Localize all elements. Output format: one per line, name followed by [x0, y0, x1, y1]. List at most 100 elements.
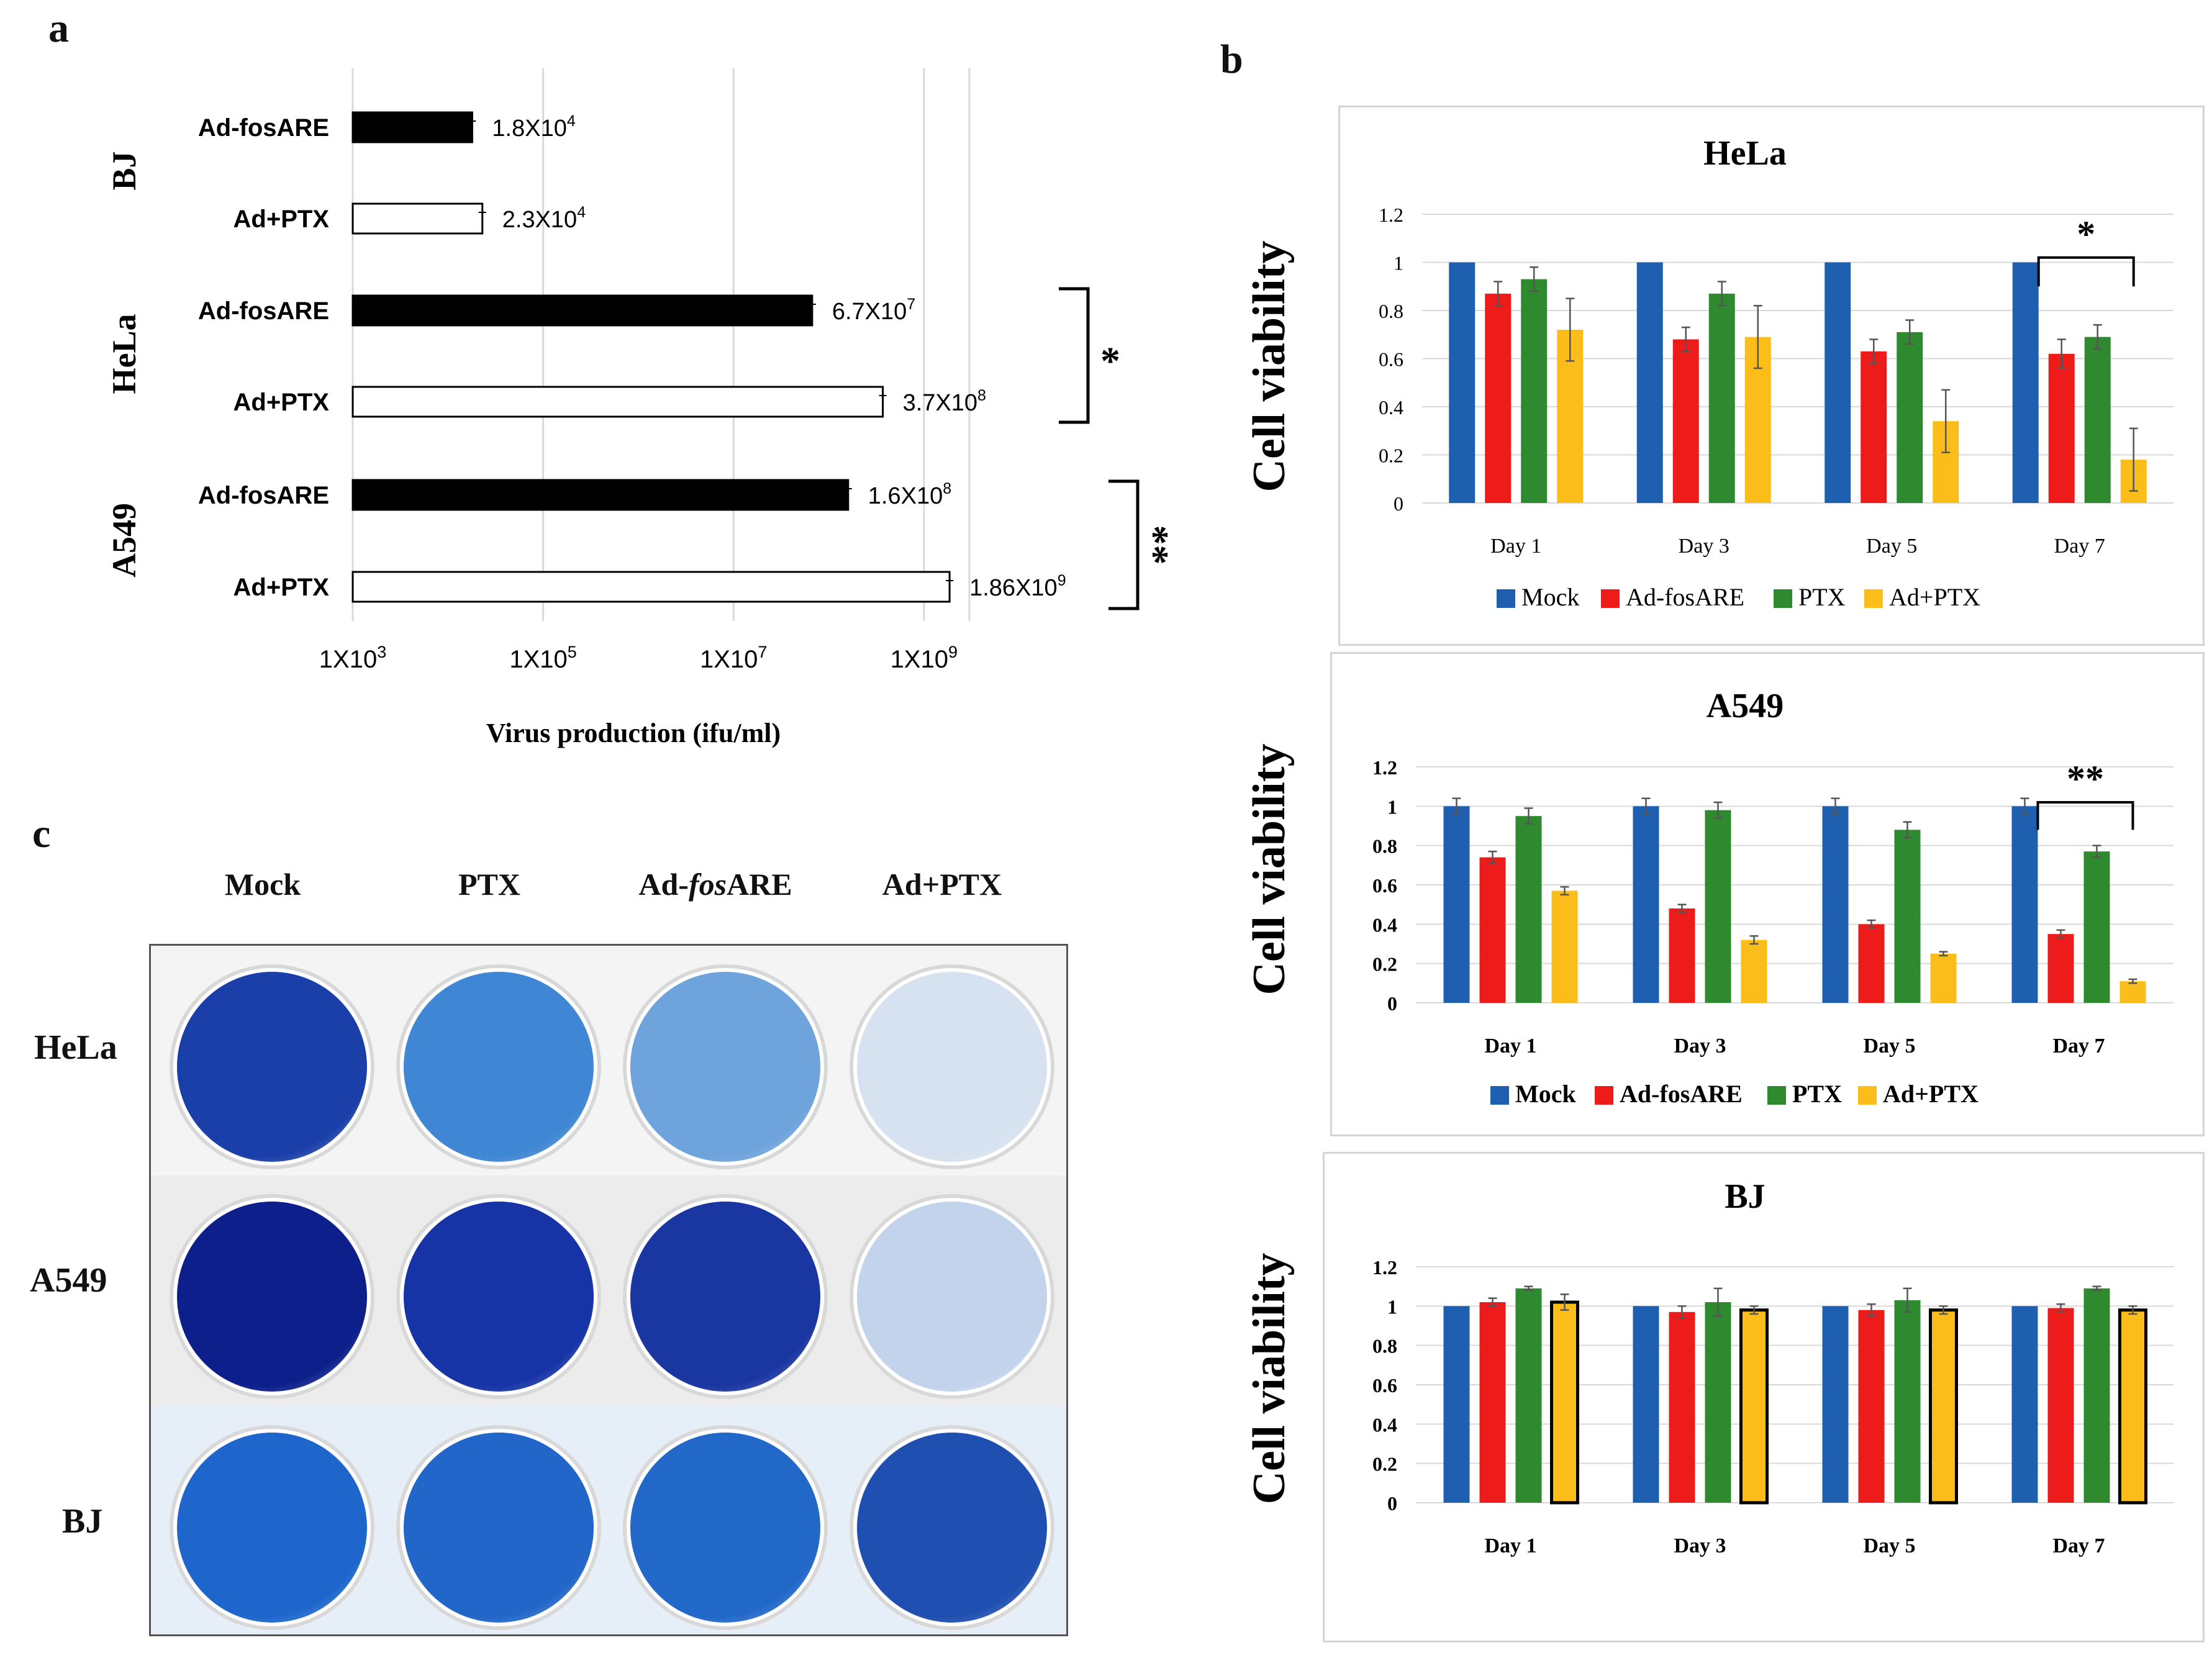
y-tick-label-5: 1 [1387, 795, 1397, 818]
bar-ad-ptx-day-1 [1550, 1300, 1579, 1505]
bar-hela-3 [351, 386, 884, 418]
y-tick-label-1: 0.2 [1372, 953, 1397, 976]
legend-swatch-3 [1858, 1086, 1877, 1105]
group-label-hela: HeLa [106, 314, 143, 394]
bar-value-base-2: 6.7X10 [832, 299, 907, 325]
significance-mark: * [2077, 214, 2095, 255]
x-tick-label-2: Day 5 [1866, 535, 1917, 558]
row-label-hela: HeLa [34, 1028, 117, 1067]
x-tick-base-1: 1X10 [509, 646, 567, 673]
bar-value-label-3: 3.7X108 [903, 387, 986, 416]
bar-ad-fosare-day-3 [1669, 1311, 1695, 1503]
bar-value-base-0: 1.8X10 [492, 115, 566, 142]
bar-label-0: Ad-fosARE [198, 114, 329, 142]
bar-bj-1 [351, 202, 484, 235]
bar-mock-day-7 [2012, 262, 2039, 503]
bar-hela-2 [351, 294, 814, 327]
legend-label-1: Ad-fosARE [1620, 1080, 1743, 1108]
bar-label-3: Ad+PTX [233, 389, 330, 416]
x-tick-label-2: Day 5 [1863, 1035, 1915, 1057]
chart-title: HeLa [1703, 134, 1787, 173]
bar-value-exp-5: 9 [1058, 572, 1066, 589]
legend-label-3: Ad+PTX [1889, 583, 1980, 611]
bar-a549-5 [351, 571, 951, 603]
y-tick-label-6: 1.2 [1372, 756, 1397, 779]
bar-label-2: Ad-fosARE [198, 297, 329, 325]
legend-swatch-0 [1497, 589, 1515, 608]
hela-viability-chart: HeLa Cell viability 0 0.2 0.4 0.6 0.8 1 1.2 Day 1… [1244, 134, 2173, 611]
y-tick-label-4: 0.8 [1379, 300, 1403, 322]
bar-value-exp-3: 8 [977, 387, 986, 404]
well-stain [857, 1202, 1047, 1392]
bar-ad-ptx-day-5 [1929, 1308, 1958, 1505]
legend-swatch-1 [1601, 589, 1620, 608]
well-bj-ad-fosare [623, 1425, 828, 1630]
significance-mark-0: * [1100, 339, 1120, 383]
legend-swatch-3 [1864, 589, 1883, 608]
well-hela-ptx [396, 964, 601, 1169]
bar-mock-day-7 [2011, 806, 2038, 1003]
col-label-mock: Mock [224, 867, 301, 902]
x-tick-exp-0: 3 [377, 643, 386, 661]
bar-ptx-day-3 [1708, 293, 1735, 503]
bar-ad-fosare-day-3 [1672, 339, 1699, 503]
x-tick-label-1: Day 3 [1674, 1035, 1726, 1057]
bar-ad-fosare-day-7 [2047, 934, 2074, 1003]
y-tick-label-6: 1.2 [1372, 1256, 1397, 1279]
bar-ad-ptx-day-5 [1930, 953, 1957, 1003]
bar-a549-4 [351, 479, 850, 511]
y-axis-label: Cell viability [1244, 1253, 1295, 1505]
group-label-a549: A549 [106, 503, 143, 577]
bar-value-exp-0: 4 [567, 112, 576, 130]
y-tick-label-5: 1 [1394, 252, 1403, 274]
x-axis-label: Virus production (ifu/ml) [486, 718, 781, 748]
bar-mock-day-5 [1822, 1306, 1849, 1503]
bar-ad-fosare-day-5 [1858, 924, 1885, 1003]
y-tick-label-1: 0.2 [1379, 445, 1403, 467]
a549-viability-chart: A549 Cell viability 0 0.2 0.4 0.6 0.8 1 1.2 Day 1… [1244, 687, 2173, 1108]
bar-mock-day-5 [1822, 806, 1849, 1003]
bar-ptx-day-5 [1894, 830, 1921, 1003]
well-a549-ptx [396, 1194, 601, 1399]
x-tick-base-0: 1X10 [319, 646, 377, 673]
bj-viability-chart: BJ Cell viability 0 0.2 0.4 0.6 0.8 1 1.2 Day 1 Da… [1244, 1177, 2173, 1557]
bar-value-label-2: 6.7X107 [832, 296, 915, 325]
bar-ptx-day-7 [2083, 851, 2110, 1003]
y-tick-label-0: 0 [1387, 1492, 1397, 1515]
well-stain [404, 1202, 594, 1392]
well-hela-ad-fosare [623, 964, 828, 1169]
a549-chart-frame [1330, 652, 2205, 1136]
crystal-violet-plate [149, 944, 1068, 1636]
bar-ad-ptx-day-3 [1739, 1308, 1769, 1505]
bar-ad-fosare-day-3 [1669, 908, 1695, 1003]
well-stain [177, 1202, 367, 1392]
legend-swatch-2 [1774, 589, 1792, 608]
bar-ptx-day-1 [1521, 279, 1548, 503]
x-tick-label-3: Day 7 [2054, 535, 2105, 558]
bar-ad-ptx-day-3 [1741, 940, 1767, 1003]
x-tick-label-3: Day 7 [2052, 1035, 2105, 1057]
y-axis-label: Cell viability [1244, 241, 1295, 492]
bar-ptx-day-5 [1897, 332, 1923, 503]
bar-mock-day-1 [1443, 1306, 1470, 1503]
bar-value-exp-2: 7 [907, 296, 915, 313]
bar-ptx-day-5 [1894, 1300, 1921, 1503]
panel-label-b: b [1220, 37, 1243, 82]
y-tick-label-5: 1 [1387, 1295, 1397, 1318]
bar-ad-ptx-day-7 [2118, 1308, 2147, 1505]
y-tick-label-3: 0.6 [1379, 348, 1403, 371]
well-stain [404, 1433, 594, 1623]
bar-ptx-day-3 [1705, 810, 1731, 1003]
x-tick-exp-3: 9 [948, 643, 958, 661]
bar-value-label-1: 2.3X104 [502, 204, 586, 233]
x-tick-label-1: 1X105 [509, 643, 576, 673]
x-tick-label-3: Day 7 [2052, 1534, 2105, 1557]
bar-ad-ptx-day-7 [2119, 981, 2146, 1003]
y-tick-label-2: 0.4 [1379, 396, 1403, 419]
bar-mock-day-1 [1449, 262, 1475, 503]
bar-value-base-5: 1.86X10 [969, 575, 1058, 601]
bar-value-base-3: 3.7X10 [903, 390, 977, 416]
legend-label-2: PTX [1792, 1080, 1842, 1108]
group-label-bj: BJ [106, 151, 143, 190]
y-tick-label-0: 0 [1394, 492, 1403, 515]
